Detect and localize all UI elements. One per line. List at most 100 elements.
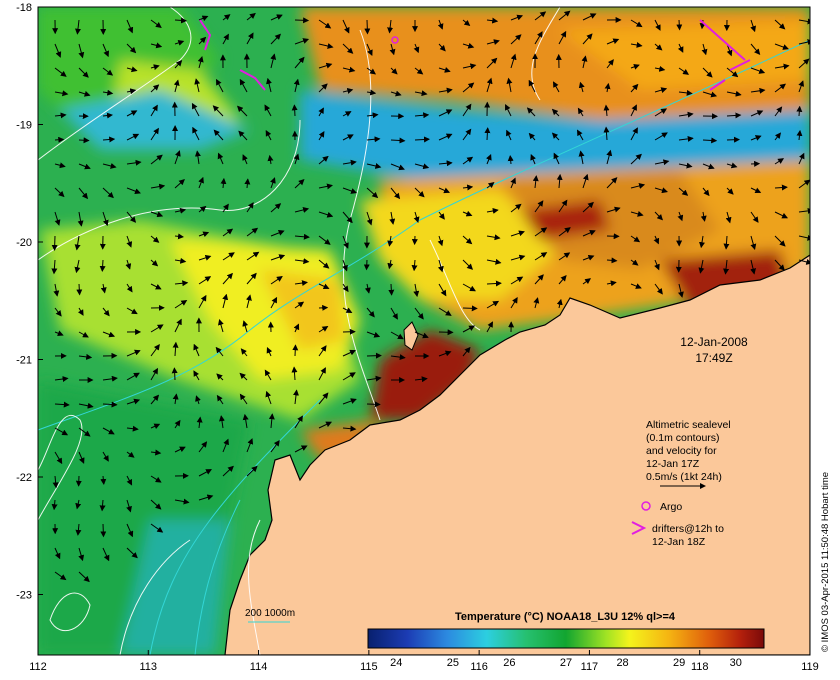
drifter-legend-icon bbox=[631, 521, 647, 535]
velocity-arrow bbox=[264, 104, 272, 117]
velocity-arrow bbox=[462, 210, 473, 217]
velocity-arrow bbox=[654, 108, 668, 117]
velocity-arrow bbox=[78, 90, 91, 97]
velocity-arrow bbox=[438, 160, 453, 167]
velocity-arrow bbox=[462, 235, 473, 245]
velocity-arrow bbox=[126, 159, 142, 166]
velocity-arrow bbox=[342, 283, 349, 293]
velocity-arrow bbox=[654, 159, 670, 166]
velocity-arrow bbox=[528, 132, 536, 141]
velocity-arrow bbox=[750, 187, 762, 194]
velocity-arrow bbox=[774, 19, 786, 30]
velocity-arrow bbox=[630, 153, 642, 165]
velocity-arrow bbox=[486, 153, 492, 165]
velocity-arrow bbox=[318, 62, 333, 69]
velocity-arrow bbox=[798, 259, 810, 265]
velocity-arrow bbox=[798, 179, 810, 189]
velocity-arrow bbox=[294, 415, 303, 429]
velocity-arrow bbox=[486, 181, 495, 189]
velocity-arrow bbox=[294, 179, 305, 189]
velocity-arrow bbox=[654, 187, 668, 194]
velocity-arrow bbox=[462, 19, 471, 27]
velocity-arrow bbox=[78, 137, 90, 144]
velocity-arrow bbox=[245, 294, 252, 309]
velocity-arrow bbox=[750, 110, 764, 117]
velocity-arrow bbox=[54, 162, 66, 169]
velocity-arrow bbox=[366, 163, 382, 169]
velocity-arrow bbox=[506, 129, 512, 141]
velocity-arrow bbox=[100, 283, 107, 294]
velocity-arrow bbox=[510, 203, 522, 213]
velocity-arrow bbox=[222, 465, 234, 477]
velocity-arrow bbox=[486, 300, 500, 309]
velocity-arrow bbox=[217, 152, 224, 165]
velocity-arrow bbox=[218, 415, 225, 429]
sst-field bbox=[38, 7, 810, 655]
velocity-arrow bbox=[213, 129, 224, 141]
velocity-arrow bbox=[726, 67, 739, 78]
velocity-arrow bbox=[239, 372, 248, 381]
velocity-arrow bbox=[150, 183, 166, 190]
velocity-arrow bbox=[774, 132, 782, 141]
velocity-arrow bbox=[366, 187, 379, 199]
velocity-arrow bbox=[150, 154, 163, 165]
velocity-arrow bbox=[318, 345, 327, 357]
velocity-arrow bbox=[438, 187, 451, 194]
velocity-arrow bbox=[150, 475, 162, 483]
velocity-arrow bbox=[750, 259, 756, 275]
velocity-arrow bbox=[102, 401, 118, 408]
velocity-arrow bbox=[102, 547, 110, 562]
velocity-arrow bbox=[222, 293, 229, 309]
velocity-arrow bbox=[54, 67, 67, 77]
velocity-arrow bbox=[462, 184, 474, 191]
velocity-arrow bbox=[750, 211, 759, 223]
velocity-arrow bbox=[388, 283, 395, 296]
velocity-arrow bbox=[174, 150, 181, 165]
velocity-arrow bbox=[774, 63, 790, 70]
landmass bbox=[224, 254, 810, 655]
velocity-arrow bbox=[54, 330, 64, 337]
velocity-arrow bbox=[798, 152, 805, 165]
velocity-arrow bbox=[534, 11, 547, 21]
velocity-arrow bbox=[510, 254, 526, 261]
velocity-arrow bbox=[582, 173, 589, 189]
y-tick-label: -22 bbox=[16, 472, 32, 484]
map-date: 12-Jan-2008 bbox=[680, 335, 748, 349]
velocity-arrow bbox=[390, 90, 402, 97]
velocity-arrow bbox=[342, 87, 354, 94]
velocity-arrow bbox=[606, 38, 620, 45]
velocity-arrow bbox=[390, 354, 406, 361]
colorbar-tick-label: 26 bbox=[503, 657, 515, 669]
velocity-arrow bbox=[150, 259, 159, 267]
velocity-arrow bbox=[653, 235, 660, 245]
velocity-arrow bbox=[342, 235, 349, 249]
velocity-arrow bbox=[342, 187, 358, 194]
velocity-arrow bbox=[462, 42, 475, 49]
velocity-arrow bbox=[54, 401, 70, 408]
velocity-arrow bbox=[582, 13, 597, 21]
velocity-arrow bbox=[630, 42, 643, 48]
velocity-arrow bbox=[198, 254, 212, 261]
velocity-arrow bbox=[702, 91, 718, 98]
velocity-arrow bbox=[366, 401, 381, 408]
velocity-arrow bbox=[102, 89, 114, 96]
velocity-arrow bbox=[126, 307, 138, 315]
velocity-arrow bbox=[582, 278, 592, 285]
velocity-arrow bbox=[510, 53, 517, 69]
velocity-arrow bbox=[294, 280, 308, 287]
velocity-arrow bbox=[438, 67, 451, 73]
velocity-arrow bbox=[102, 187, 114, 199]
velocity-arrow bbox=[387, 19, 394, 34]
velocity-arrow bbox=[774, 211, 789, 219]
velocity-arrow bbox=[677, 211, 684, 222]
velocity-arrow bbox=[507, 155, 514, 165]
velocity-arrow bbox=[216, 394, 224, 405]
velocity-arrow bbox=[78, 353, 93, 360]
velocity-arrow bbox=[678, 187, 689, 196]
velocity-arrow bbox=[462, 283, 476, 292]
map-time: 17:49Z bbox=[695, 351, 732, 365]
y-tick-label: -18 bbox=[16, 2, 32, 14]
velocity-arrow bbox=[726, 136, 740, 143]
colorbar-title: Temperature (°C) NOAA18_L3U 12% ql>=4 bbox=[455, 611, 676, 623]
velocity-arrow bbox=[578, 81, 585, 93]
